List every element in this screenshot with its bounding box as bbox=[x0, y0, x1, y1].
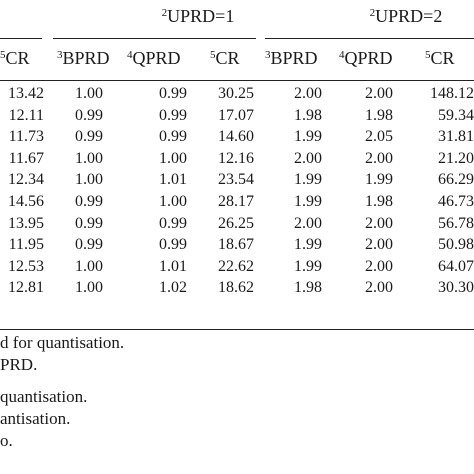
table-cell: 18.67 bbox=[218, 236, 254, 254]
table-cell: 1.00 bbox=[75, 257, 103, 275]
table-cell: 1.99 bbox=[294, 128, 322, 146]
footnote-2: PRD. bbox=[0, 355, 38, 374]
footnote-1: d for quantisation. bbox=[0, 333, 125, 352]
table-cell: 1.00 bbox=[75, 279, 103, 297]
header-rule bbox=[0, 80, 474, 81]
table-cell: 1.00 bbox=[75, 171, 103, 189]
table-cell: 1.98 bbox=[365, 193, 393, 210]
table-cell: 2.00 bbox=[365, 257, 393, 275]
table-cell: 1.98 bbox=[294, 279, 322, 297]
table-cell: 2.00 bbox=[294, 85, 322, 102]
table-cell: 0.99 bbox=[159, 236, 187, 254]
table-cell: 148.12 bbox=[430, 85, 474, 102]
group-header-uprd-1: 2UPRD=1 bbox=[161, 6, 235, 26]
table-cell: 21.20 bbox=[438, 149, 474, 167]
table-cell: 28.17 bbox=[218, 193, 254, 210]
table-cell: 22.62 bbox=[218, 257, 254, 275]
table-cell: 0.99 bbox=[75, 106, 103, 124]
table-cell: 12.81 bbox=[8, 279, 44, 297]
table-cell: 1.00 bbox=[159, 193, 187, 210]
table-cell: 14.60 bbox=[218, 128, 254, 146]
table-cell: 11.73 bbox=[8, 128, 44, 146]
col-header-qprd-1: 4QPRD bbox=[127, 48, 181, 68]
table-cell: 12.53 bbox=[8, 257, 44, 275]
table-cell: 0.99 bbox=[75, 214, 103, 232]
group-rule-uprd-1 bbox=[53, 38, 256, 39]
table-cell: 50.98 bbox=[438, 236, 474, 254]
table-cell: 2.00 bbox=[294, 214, 322, 232]
table-cell: 1.00 bbox=[75, 85, 103, 102]
table-cell: 56.78 bbox=[438, 214, 474, 232]
table-cell: 2.00 bbox=[365, 236, 393, 254]
col-header-bprd-2: 3BPRD bbox=[265, 48, 318, 68]
table-cell: 11.67 bbox=[8, 149, 44, 167]
footnote-4: antisation. bbox=[0, 409, 71, 428]
table-cell: 1.00 bbox=[159, 149, 187, 167]
table-cell: 12.16 bbox=[218, 149, 254, 167]
table-cell: 2.00 bbox=[365, 214, 393, 232]
table-cell: 64.07 bbox=[438, 257, 474, 275]
table-cell: 23.54 bbox=[218, 171, 254, 189]
table-cell: 1.99 bbox=[294, 171, 322, 189]
table-cell: 0.99 bbox=[75, 236, 103, 254]
col-header-cr-0: 5CR bbox=[0, 48, 30, 68]
table-cell: 1.99 bbox=[294, 236, 322, 254]
table-cell: 13.42 bbox=[8, 85, 44, 102]
table-cell: 1.01 bbox=[159, 257, 187, 275]
table-cell: 14.56 bbox=[8, 193, 44, 210]
table-cell: 2.05 bbox=[365, 128, 393, 146]
footnote-3: quantisation. bbox=[0, 387, 88, 406]
table-cell: 1.98 bbox=[294, 106, 322, 124]
group-rule-uprd-2 bbox=[265, 38, 474, 39]
table-cell: 1.98 bbox=[365, 106, 393, 124]
table-cell: 2.00 bbox=[365, 85, 393, 102]
col-header-cr-2: 5CR bbox=[425, 48, 455, 68]
table-cell: 0.99 bbox=[159, 128, 187, 146]
table-cell: 30.25 bbox=[218, 85, 254, 102]
table-cell: 59.34 bbox=[438, 106, 474, 124]
table-cell: 1.00 bbox=[75, 149, 103, 167]
group-rule-left bbox=[0, 38, 42, 39]
table-cell: 12.34 bbox=[8, 171, 44, 189]
table-cell: 46.73 bbox=[438, 193, 474, 210]
table-cell: 2.00 bbox=[294, 149, 322, 167]
col-header-qprd-2: 4QPRD bbox=[339, 48, 393, 68]
table-cell: 17.07 bbox=[218, 106, 254, 124]
table-cell: 30.30 bbox=[438, 279, 474, 297]
table-cell: 26.25 bbox=[218, 214, 254, 232]
col-header-cr-1: 5CR bbox=[210, 48, 240, 68]
table-cell: 31.81 bbox=[438, 128, 474, 146]
table-cell: 1.99 bbox=[294, 257, 322, 275]
table-cell: 13.95 bbox=[8, 214, 44, 232]
table-cell: 0.99 bbox=[159, 214, 187, 232]
table-cell: 11.95 bbox=[8, 236, 44, 254]
table-cell: 66.29 bbox=[438, 171, 474, 189]
table-cell: 18.62 bbox=[218, 279, 254, 297]
group-header-uprd-2: 2UPRD=2 bbox=[369, 6, 443, 26]
table-cell: 1.02 bbox=[159, 279, 187, 297]
table-cell: 0.99 bbox=[159, 85, 187, 102]
table-cell: 1.01 bbox=[159, 171, 187, 189]
footnote-5: o. bbox=[0, 431, 13, 450]
table-cell: 1.99 bbox=[294, 193, 322, 210]
table-cell: 2.00 bbox=[365, 279, 393, 297]
table-cell: 1.99 bbox=[365, 171, 393, 189]
col-header-bprd-1: 3BPRD bbox=[57, 48, 110, 68]
table-cell: 0.99 bbox=[159, 106, 187, 124]
table-cell: 12.11 bbox=[8, 106, 44, 124]
table-cell: 2.00 bbox=[365, 149, 393, 167]
bottom-rule bbox=[0, 329, 474, 330]
table-cell: 0.99 bbox=[75, 128, 103, 146]
table-cell: 0.99 bbox=[75, 193, 103, 210]
